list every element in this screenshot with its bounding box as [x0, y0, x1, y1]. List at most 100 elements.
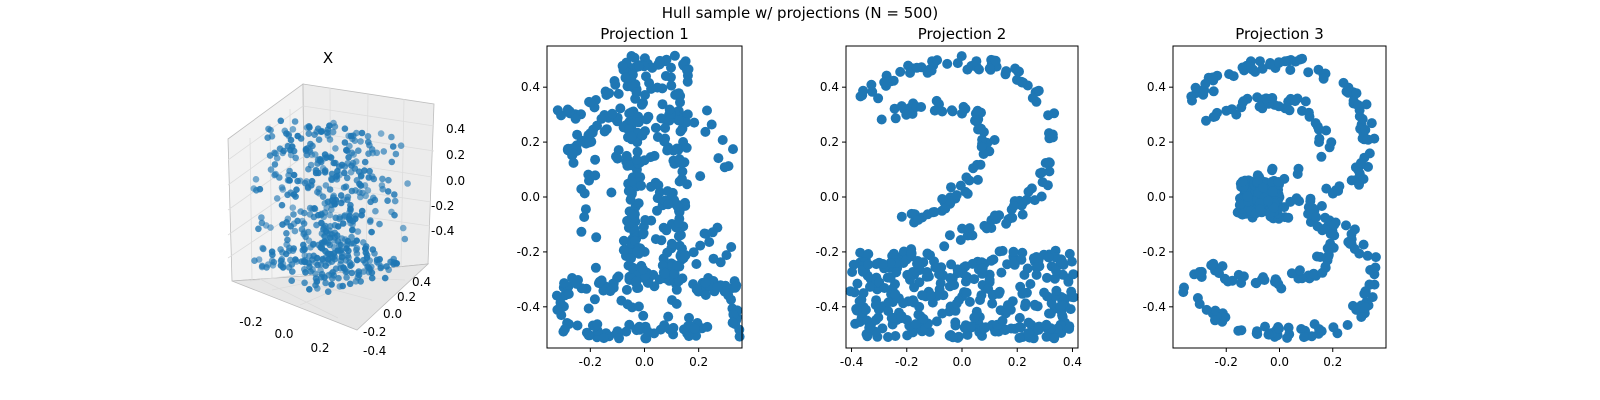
- scatter-3d-point: [306, 148, 314, 155]
- scatter-point: [728, 309, 739, 320]
- scatter-point: [906, 208, 917, 219]
- scatter-3d-point: [291, 227, 299, 235]
- scatter-point: [940, 203, 951, 214]
- scatter-point: [1319, 223, 1330, 234]
- scatter-3d-point: [271, 161, 279, 168]
- scatter-point: [1210, 315, 1220, 326]
- scatter-point: [585, 97, 596, 108]
- scatter-point: [1349, 244, 1360, 254]
- scatter-point: [864, 322, 875, 333]
- scatter-point: [688, 247, 699, 258]
- scatter-point: [929, 105, 940, 116]
- scatter-point: [590, 170, 601, 181]
- y-tick-label: 0.2: [1147, 135, 1166, 149]
- scatter-point: [607, 108, 618, 119]
- scatter-point: [987, 298, 998, 309]
- y-tick-label: -0.4: [517, 300, 540, 314]
- scatter-3d-point: [318, 270, 326, 278]
- scatter-point: [955, 235, 966, 245]
- scatter-3d-point: [360, 268, 368, 275]
- scatter-3d-point: [311, 151, 319, 158]
- scatter-3d-point: [347, 205, 354, 213]
- x-tick-label: -0.2: [579, 355, 602, 369]
- scatter-point: [1356, 312, 1367, 322]
- scatter-point: [1000, 308, 1011, 319]
- scatter-point: [1057, 310, 1068, 321]
- grid-line: [249, 137, 253, 281]
- scatter-3d-point: [384, 188, 392, 195]
- scatter-point: [1362, 250, 1373, 261]
- scatter-point: [657, 99, 668, 110]
- scatter-3d-point: [258, 219, 266, 227]
- scatter-point: [1043, 110, 1054, 121]
- scatter-3d-point: [332, 145, 339, 152]
- scatter-3d-point: [285, 247, 293, 255]
- scatter-point: [669, 268, 680, 279]
- scatter-3d-point: [290, 220, 298, 227]
- scatter-point: [926, 290, 937, 301]
- x-tick-label: -0.2: [239, 315, 262, 329]
- scatter-point: [657, 83, 668, 94]
- scatter-point: [1263, 329, 1274, 340]
- scatter-point: [629, 52, 640, 63]
- scatter-point: [666, 62, 676, 73]
- scatter-point: [634, 61, 645, 72]
- scatter-point: [1064, 323, 1075, 334]
- scatter-point: [621, 326, 632, 337]
- scatter-3d-point: [322, 182, 330, 189]
- scatter-point: [1056, 257, 1067, 268]
- scatter-3d-point: [256, 185, 264, 193]
- scatter-point: [1342, 320, 1353, 330]
- y-tick-label: -0.2: [517, 245, 540, 259]
- scatter-3d-point: [288, 277, 296, 285]
- scatter-3d-point: [328, 281, 335, 288]
- scatter-point: [671, 298, 682, 309]
- scatter-point: [878, 259, 888, 269]
- scatter-point: [589, 294, 600, 305]
- scatter-point: [1311, 212, 1322, 223]
- scatter-point: [562, 104, 573, 115]
- scatter-point: [866, 79, 877, 90]
- scatter-point: [631, 154, 642, 165]
- scatter-3d-point: [341, 139, 349, 146]
- scatter-point: [969, 312, 980, 323]
- scatter-point: [618, 235, 629, 246]
- scatter-point: [922, 248, 933, 259]
- scatter-3d-point: [334, 238, 342, 245]
- scatter-point: [691, 284, 702, 295]
- scatter-3d-point: [335, 274, 342, 282]
- scatter-point: [1066, 256, 1077, 267]
- scatter-point: [1025, 279, 1036, 289]
- scatter-point: [1361, 99, 1372, 110]
- scatter-point: [704, 237, 715, 247]
- scatter-point: [1039, 287, 1050, 298]
- scatter-point: [863, 249, 874, 259]
- scatter-point: [1250, 277, 1261, 288]
- scatter-point: [910, 319, 921, 330]
- scatter-point: [1017, 288, 1028, 299]
- scatter-3d-point: [334, 223, 342, 230]
- scatter-point: [674, 154, 685, 165]
- scatter-3d-point: [366, 218, 374, 226]
- scatter-point: [1303, 67, 1314, 78]
- scatter-point: [663, 199, 674, 210]
- scatter-point: [1283, 212, 1294, 223]
- scatter-point: [1258, 272, 1269, 283]
- scatter-3d-point: [368, 228, 375, 236]
- scatter-point: [858, 288, 869, 299]
- scatter-point: [984, 269, 995, 280]
- scatter-point: [918, 313, 929, 324]
- scatter-point: [966, 321, 977, 332]
- scatter-point: [901, 109, 912, 120]
- scatter-point: [633, 198, 644, 209]
- scatter-3d-point: [376, 255, 384, 263]
- scatter-point: [700, 290, 711, 300]
- scatter-point: [1055, 301, 1066, 312]
- scatter-3d-point: [324, 288, 332, 296]
- scatter-point: [1308, 268, 1319, 279]
- scatter-point: [931, 95, 942, 106]
- scatter-3d-point: [311, 131, 318, 138]
- scatter-point: [719, 286, 730, 297]
- scatter-point: [1214, 268, 1224, 279]
- scatter-3d-point: [369, 149, 377, 157]
